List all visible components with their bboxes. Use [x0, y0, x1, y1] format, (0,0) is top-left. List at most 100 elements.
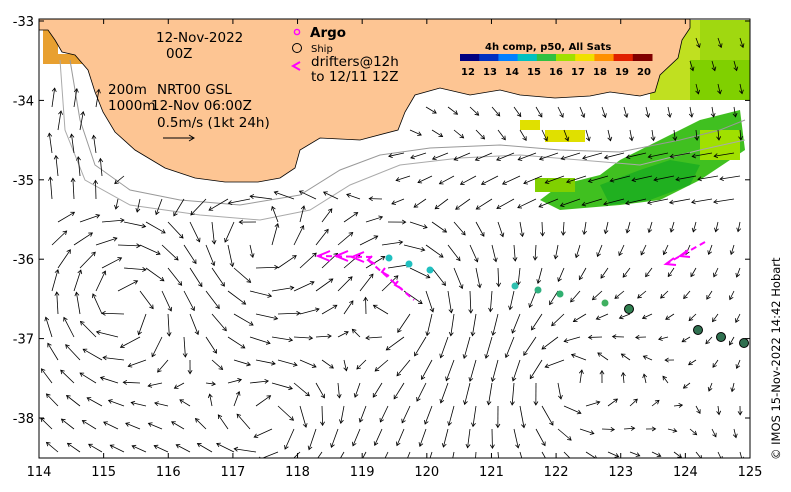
current-arrow: [735, 313, 741, 323]
current-arrow-head: [465, 443, 471, 449]
current-arrow: [708, 244, 713, 255]
current-arrow: [603, 198, 625, 205]
current-arrow: [643, 355, 653, 361]
current-arrow: [575, 244, 581, 258]
date-label: 12-Nov-2022: [156, 30, 243, 46]
current-arrow-head: [237, 378, 243, 383]
current-arrow: [431, 267, 446, 286]
current-arrow: [651, 129, 654, 141]
current-arrow-head: [490, 377, 496, 383]
current-arrow: [643, 373, 647, 384]
current-arrow: [249, 290, 272, 297]
latitude-axis: -33 -34 -35 -36 -37 -38: [13, 15, 750, 427]
current-arrow-head: [229, 262, 235, 268]
current-arrow: [75, 292, 81, 315]
current-arrow: [66, 395, 81, 407]
current-arrow: [189, 221, 201, 242]
current-arrow: [227, 244, 234, 267]
current-arrow: [711, 428, 717, 438]
current-arrow: [511, 382, 515, 405]
current-arrow: [683, 382, 691, 389]
current-arrow-head: [120, 217, 125, 223]
current-arrow-head: [93, 179, 99, 185]
current-arrow: [667, 267, 675, 277]
current-arrow-head: [549, 300, 554, 306]
current-arrow-head: [729, 250, 735, 256]
current-arrow-head: [107, 399, 113, 404]
current-arrow-head: [119, 343, 125, 348]
current-arrow-head: [48, 176, 53, 181]
current-arrow: [80, 321, 97, 338]
current-arrow: [513, 428, 519, 448]
current-arrow-head: [491, 331, 496, 336]
current-arrow: [511, 313, 521, 334]
current-arrow-head: [614, 453, 620, 458]
current-arrow: [274, 191, 295, 200]
current-arrow: [343, 300, 354, 315]
current-arrow-head: [369, 273, 374, 279]
current-arrow: [518, 152, 537, 161]
current-arrow: [455, 198, 471, 210]
current-arrow: [607, 398, 618, 407]
current-arrow: [626, 221, 631, 233]
current-arrow: [497, 267, 500, 287]
current-arrow-head: [151, 352, 156, 358]
current-arrow-head: [267, 293, 273, 298]
current-arrow: [421, 359, 433, 380]
current-arrow: [101, 219, 124, 223]
argo-legend-label: Argo: [310, 25, 346, 41]
current-arrow: [51, 230, 67, 246]
current-arrow: [541, 129, 548, 141]
current-arrow: [597, 244, 603, 257]
current-arrow-head: [308, 335, 314, 341]
current-arrow-head: [397, 328, 402, 333]
current-arrow-head: [707, 250, 712, 256]
current-arrow-head: [353, 393, 359, 398]
current-arrow: [40, 417, 53, 430]
current-arrow: [227, 290, 246, 305]
product-label: NRT00 GSL: [157, 82, 232, 98]
current-arrow-head: [516, 112, 522, 118]
current-arrow: [359, 235, 378, 246]
current-arrow-head: [689, 66, 695, 72]
current-arrow: [315, 335, 332, 338]
current-arrow: [730, 244, 735, 255]
current-arrow: [717, 451, 722, 458]
current-arrow-head: [45, 441, 51, 447]
scale-label: 0.5m/s (1kt 24h): [157, 115, 270, 131]
current-arrow-head: [233, 446, 239, 452]
current-arrow-head: [266, 395, 272, 400]
current-arrow: [65, 344, 81, 361]
current-arrow-head: [696, 409, 701, 415]
current-arrow-head: [496, 282, 502, 288]
current-arrow-head: [388, 153, 393, 158]
current-arrow-head: [553, 254, 559, 260]
current-arrow: [714, 152, 735, 157]
current-arrow: [557, 106, 564, 118]
current-arrow-head: [456, 256, 461, 262]
current-arrow-head: [719, 176, 724, 182]
current-arrow: [583, 221, 587, 235]
current-arrow-head: [137, 330, 142, 336]
current-arrow-head: [735, 272, 741, 278]
current-arrow: [167, 313, 170, 336]
current-arrow-head: [334, 464, 338, 468]
current-arrow: [315, 278, 334, 292]
current-arrow: [151, 336, 163, 357]
current-arrow: [517, 267, 521, 285]
current-arrow: [82, 420, 97, 430]
current-arrow: [631, 175, 653, 181]
lat-tick-label: -37: [13, 333, 34, 348]
current-arrow-head: [249, 194, 255, 200]
current-arrow-head: [653, 177, 659, 182]
current-arrow-head: [558, 394, 563, 400]
current-arrow: [359, 405, 367, 423]
current-arrow: [79, 214, 100, 223]
current-arrow-head: [533, 401, 539, 406]
current-arrow: [541, 405, 554, 426]
current-arrow: [293, 225, 304, 246]
scale-arrow: [163, 134, 195, 142]
colorbar-swatch: [556, 54, 576, 61]
current-arrow: [711, 106, 715, 117]
current-arrow: [173, 198, 185, 217]
